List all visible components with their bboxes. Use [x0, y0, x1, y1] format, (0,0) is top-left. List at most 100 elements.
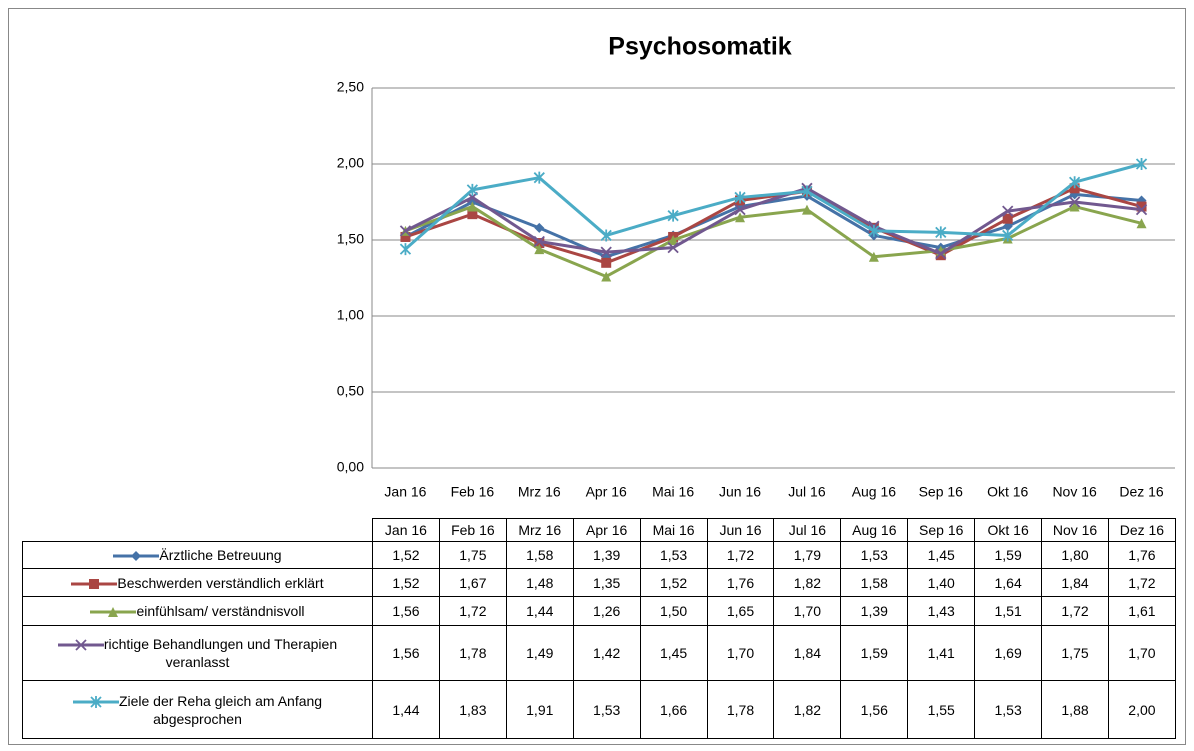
series-line — [404, 186, 1142, 265]
table-value: 1,72 — [706, 541, 775, 569]
table-header-cell: Mrz 16 — [505, 518, 574, 542]
marker — [1002, 213, 1013, 224]
marker — [466, 183, 479, 196]
table-value: 1,53 — [572, 680, 641, 739]
table-value: 1,45 — [639, 625, 708, 681]
table-header-cell: Feb 16 — [438, 518, 507, 542]
marker — [801, 185, 813, 198]
marker — [75, 639, 87, 651]
marker — [533, 235, 545, 248]
table-value: 1,43 — [907, 596, 976, 626]
table-value: 1,65 — [706, 596, 775, 626]
x-tick-label: Aug 16 — [852, 484, 897, 500]
table-header-cell: Dez 16 — [1107, 518, 1176, 542]
table-header-cell: Jul 16 — [773, 518, 842, 542]
table-row: Ärztliche Betreuung 1,52 1,75 1,58 1,39 1,53 1… — [22, 541, 1176, 569]
marker — [1135, 158, 1148, 170]
marker — [1136, 201, 1147, 212]
table-value: 1,44 — [372, 680, 440, 739]
table-value: 1,58 — [505, 541, 574, 569]
table-header-cell: Nov 16 — [1041, 518, 1109, 542]
marker — [1069, 201, 1080, 212]
legend-cell: Beschwerden verständlich erklärt — [22, 568, 373, 597]
table-value: 1,67 — [438, 568, 507, 597]
table-header-cell: Aug 16 — [840, 518, 909, 542]
table-value: 1,42 — [572, 625, 641, 681]
marker — [1002, 205, 1014, 217]
table-value: 1,52 — [372, 568, 440, 597]
x-tick-label: Jan 16 — [384, 484, 426, 500]
x-tick-label: Jul 16 — [788, 484, 826, 500]
legend-cell: Ziele der Reha gleich am Anfang abgespro… — [22, 680, 373, 739]
marker — [668, 235, 679, 245]
chart-title: Psychosomatik — [608, 33, 792, 61]
table-value: 1,70 — [773, 596, 842, 626]
table-value: 1,53 — [639, 541, 708, 569]
data-table: Jan 16 Feb 16 Mrz 16 Apr 16 Mai 16 Jun 16 Jul … — [22, 518, 1176, 739]
table-value: 1,79 — [773, 541, 842, 569]
series-line — [404, 205, 1142, 278]
legend-label: einfühlsam/ verständnisvoll — [136, 603, 305, 619]
marker — [108, 607, 119, 618]
table-value: 1,26 — [572, 596, 641, 626]
x-tick-label: Feb 16 — [451, 484, 495, 500]
table-value: 1,59 — [974, 541, 1043, 569]
legend-label: Beschwerden verständlich erklärt — [117, 574, 324, 591]
table-value: 1,84 — [1041, 568, 1109, 597]
y-tick-label: 1,50 — [337, 231, 364, 247]
table-value: 1,58 — [840, 568, 909, 597]
table-value: 1,76 — [1107, 541, 1176, 569]
marker — [534, 238, 545, 249]
marker — [868, 251, 879, 262]
table-value: 1,61 — [1107, 596, 1176, 626]
marker — [1136, 218, 1147, 229]
table-value: 1,70 — [706, 625, 775, 681]
table-value: 1,91 — [505, 680, 574, 739]
series-line — [404, 192, 1142, 259]
marker — [399, 225, 412, 237]
y-tick-label: 0,50 — [337, 383, 364, 399]
marker — [1068, 176, 1081, 189]
table-corner — [23, 519, 373, 542]
marker — [533, 171, 545, 184]
legend-key — [72, 695, 119, 708]
legend-label: Ärztliche Betreuung — [159, 547, 282, 563]
table-header-cell: Jun 16 — [706, 518, 775, 542]
marker — [667, 241, 679, 254]
table-value: 1,78 — [438, 625, 507, 681]
table-header-cell: Jan 16 — [372, 518, 440, 542]
marker — [601, 257, 612, 268]
x-tick-label: Apr 16 — [586, 484, 627, 500]
legend-key — [57, 639, 104, 651]
table-value: 1,64 — [974, 568, 1043, 597]
table-header-row: Jan 16 Feb 16 Mrz 16 Apr 16 Mai 16 Jun 16 Jul … — [23, 518, 1176, 542]
table-row: richtige Behandlungen und Therapien vera… — [22, 625, 1176, 681]
x-tick-label: Okt 16 — [987, 484, 1028, 500]
x-tick-label: Mai 16 — [652, 484, 694, 500]
legend-key — [113, 551, 160, 562]
marker — [734, 203, 746, 216]
legend-key — [90, 607, 137, 618]
table-value: 1,75 — [1041, 625, 1109, 681]
marker — [131, 551, 142, 562]
table-value: 1,48 — [505, 568, 574, 597]
table-value: 1,55 — [907, 680, 976, 739]
legend-cell: richtige Behandlungen und Therapien vera… — [22, 625, 373, 681]
table-value: 1,78 — [706, 680, 775, 739]
legend-cell: Ärztliche Betreuung — [22, 541, 373, 569]
marker — [1069, 183, 1080, 194]
table-value: 1,72 — [1107, 568, 1176, 597]
table-value: 1,51 — [974, 596, 1043, 626]
table-value: 1,70 — [1107, 625, 1176, 681]
x-tick-label: Dez 16 — [1119, 484, 1164, 500]
marker — [90, 695, 102, 708]
y-tick-label: 2,50 — [337, 79, 364, 95]
marker — [935, 248, 947, 260]
table-value: 1,53 — [840, 541, 909, 569]
legend-key — [71, 578, 118, 589]
table-value: 1,56 — [372, 625, 440, 681]
series-line — [404, 186, 1142, 256]
table-value: 1,82 — [773, 568, 842, 597]
marker — [89, 578, 100, 589]
